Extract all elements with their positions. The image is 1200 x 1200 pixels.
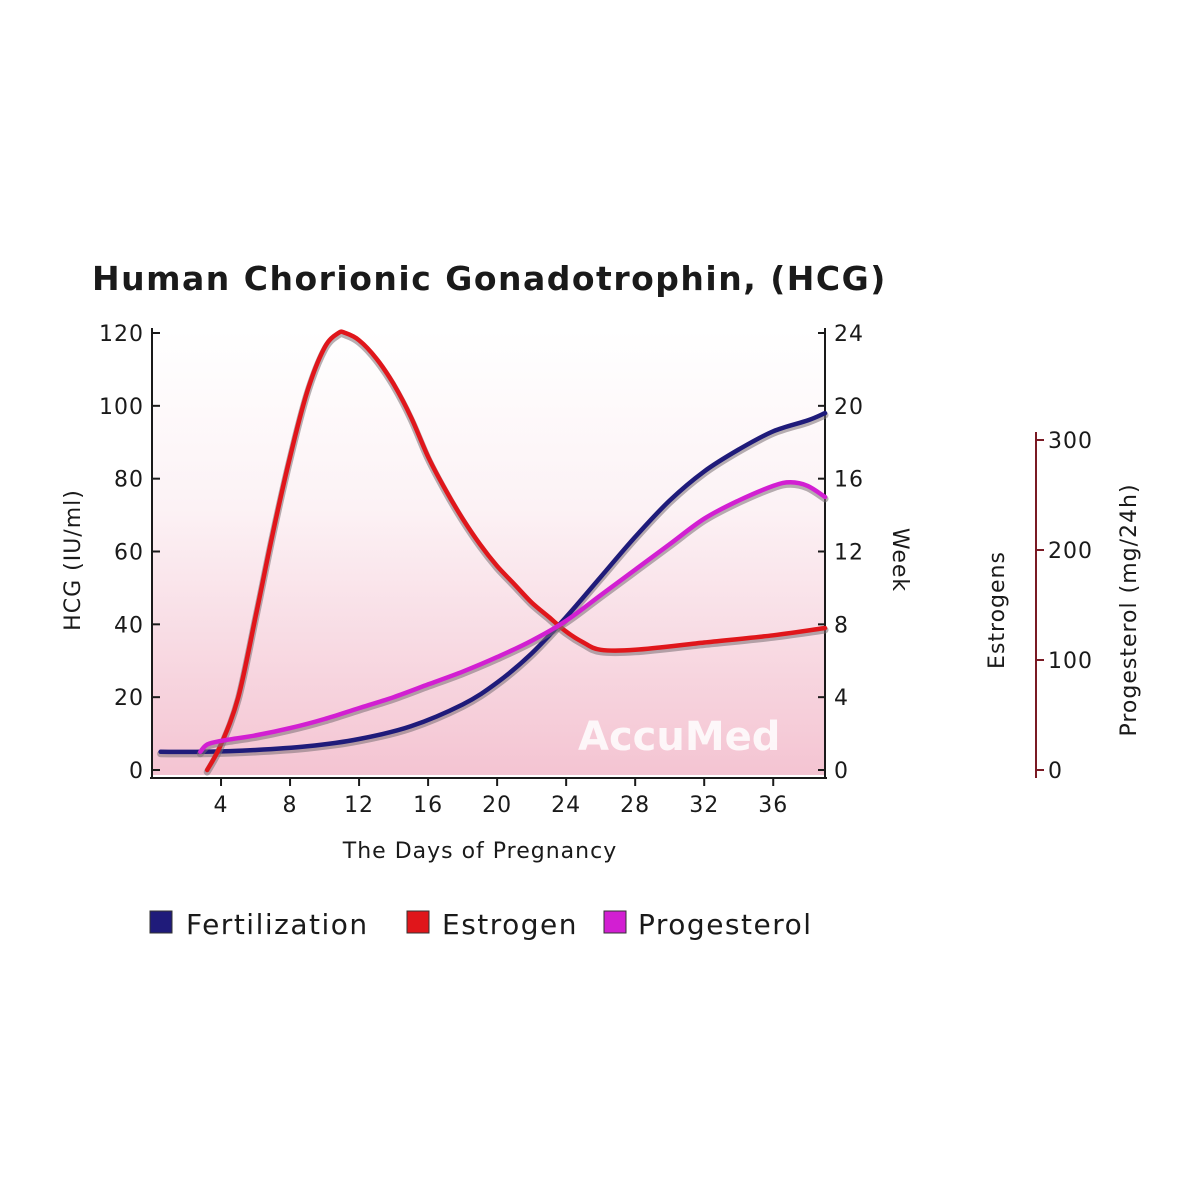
legend: Fertilization Estrogen Progesterol	[149, 908, 813, 941]
y-left-tick-label-120: 120	[99, 322, 144, 347]
y-left-tick-label-60: 60	[114, 541, 144, 566]
legend-swatch-fertilization	[149, 910, 173, 934]
y-axis-label-estrogens: Estrogens	[985, 551, 1010, 669]
legend-label-fertilization: Fertilization	[186, 908, 369, 941]
series-line-progesterol	[198, 480, 828, 755]
x-tick-label-20: 20	[482, 793, 512, 818]
y-tick-labels-right: 0 4 8 12 16 20 24	[818, 322, 864, 784]
x-tick-label-32: 32	[689, 793, 719, 818]
y-tick-labels-left: 0 20 40 60 80 100 120	[99, 322, 160, 784]
x-tick-label-36: 36	[758, 793, 788, 818]
x-tick-label-16: 16	[413, 793, 443, 818]
y-right-tick-label-16: 16	[834, 468, 864, 493]
y-far-tick-label-300: 300	[1048, 429, 1093, 454]
y-far-tick-label-100: 100	[1048, 649, 1093, 674]
series-line-estrogen	[204, 329, 828, 773]
chart-title: Human Chorionic Gonadotrophin, (HCG)	[92, 259, 887, 298]
x-tick-label-12: 12	[344, 793, 374, 818]
series-lines	[157, 329, 829, 776]
x-tick-label-28: 28	[620, 793, 650, 818]
y-axis-label-right: Week	[887, 528, 912, 592]
legend-swatch-estrogen	[406, 910, 430, 934]
y-left-tick-label-20: 20	[114, 686, 144, 711]
y-right-tick-label-20: 20	[834, 395, 864, 420]
y-tick-labels-far-right: 0 100 200 300	[1036, 429, 1093, 784]
y-right-tick-label-12: 12	[834, 541, 864, 566]
y-left-tick-label-100: 100	[99, 395, 144, 420]
y-right-tick-label-0: 0	[834, 759, 849, 784]
x-tick-label-4: 4	[214, 793, 229, 818]
plot-background	[153, 330, 825, 775]
watermark-text: AccuMed	[578, 714, 780, 760]
y-left-tick-label-80: 80	[114, 468, 144, 493]
y-far-tick-label-200: 200	[1048, 539, 1093, 564]
y-right-tick-label-4: 4	[834, 686, 849, 711]
y-right-tick-label-8: 8	[834, 613, 849, 638]
y-left-tick-label-40: 40	[114, 613, 144, 638]
y-axis-label-left: HCG (IU/ml)	[61, 489, 86, 631]
x-tick-labels: 4 8 12 16 20 24 28 32 36	[214, 778, 788, 818]
x-tick-label-24: 24	[551, 793, 581, 818]
y-far-tick-label-0: 0	[1048, 759, 1063, 784]
y-right-tick-label-24: 24	[834, 322, 864, 347]
x-axis-label: The Days of Pregnancy	[342, 839, 617, 864]
legend-label-estrogen: Estrogen	[442, 908, 578, 941]
x-tick-label-8: 8	[283, 793, 298, 818]
y-axis-label-progesterol: Progesterol (mg/24h)	[1117, 483, 1142, 736]
y-left-tick-label-0: 0	[129, 759, 144, 784]
legend-label-progesterol: Progesterol	[638, 908, 813, 941]
legend-swatch-progesterol	[603, 910, 627, 934]
